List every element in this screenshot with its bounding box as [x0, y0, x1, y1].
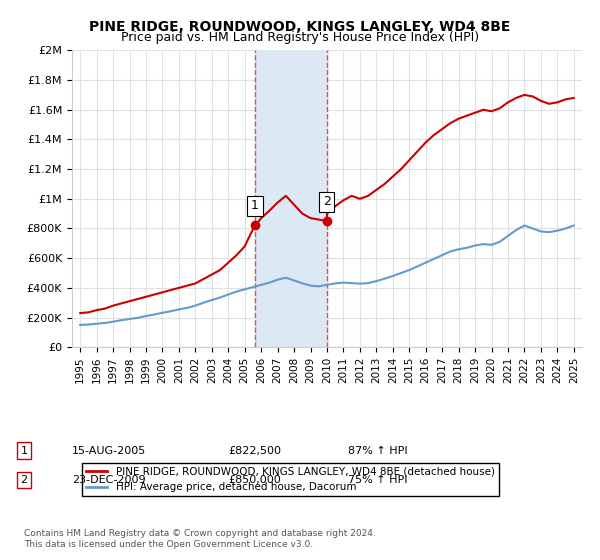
- Text: 2: 2: [20, 475, 28, 485]
- Text: £850,000: £850,000: [228, 475, 281, 485]
- Text: 15-AUG-2005: 15-AUG-2005: [72, 446, 146, 456]
- Text: Contains HM Land Registry data © Crown copyright and database right 2024.
This d: Contains HM Land Registry data © Crown c…: [24, 529, 376, 549]
- Text: 75% ↑ HPI: 75% ↑ HPI: [348, 475, 407, 485]
- Text: Price paid vs. HM Land Registry's House Price Index (HPI): Price paid vs. HM Land Registry's House …: [121, 31, 479, 44]
- Text: £822,500: £822,500: [228, 446, 281, 456]
- Legend: PINE RIDGE, ROUNDWOOD, KINGS LANGLEY, WD4 8BE (detached house), HPI: Average pri: PINE RIDGE, ROUNDWOOD, KINGS LANGLEY, WD…: [82, 463, 499, 496]
- Text: 2: 2: [323, 195, 331, 208]
- Text: 87% ↑ HPI: 87% ↑ HPI: [348, 446, 407, 456]
- Text: 1: 1: [251, 199, 259, 212]
- Text: PINE RIDGE, ROUNDWOOD, KINGS LANGLEY, WD4 8BE: PINE RIDGE, ROUNDWOOD, KINGS LANGLEY, WD…: [89, 20, 511, 34]
- Bar: [255, 50, 326, 347]
- Text: 1: 1: [20, 446, 28, 456]
- Text: 23-DEC-2009: 23-DEC-2009: [72, 475, 146, 485]
